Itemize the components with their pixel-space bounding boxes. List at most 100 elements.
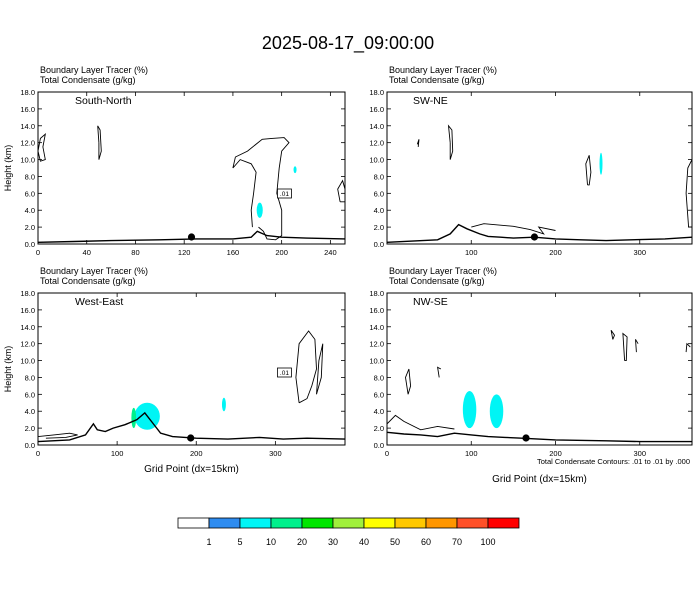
tracer-shading [131, 407, 137, 429]
y-tick-label: 2.0 [374, 223, 384, 232]
y-tick-label: 6.0 [25, 189, 35, 198]
colorbar-swatch [363, 517, 396, 529]
y-tick-label: 4.0 [374, 206, 384, 215]
plot-frame [386, 292, 693, 446]
x-tick-label: 0 [36, 449, 40, 458]
y-tick-label: 14.0 [20, 122, 35, 131]
contour-note: Total Condensate Contours: .01 to .01 by… [537, 457, 690, 466]
panel-sw-ne: 0.0 2.0 4.0 6.0 8.0 10.0 12.0 14.0 16.0 18.0 100 20… [369, 65, 693, 257]
panel-label: SW-NE [413, 95, 448, 107]
panel-subtitle: Total Condensate (g/kg) [389, 276, 485, 286]
y-tick-label: 18.0 [20, 289, 35, 298]
colorbar-label: 70 [452, 537, 462, 547]
plot-frame [37, 292, 346, 446]
panel-nw-se: 0.0 2.0 4.0 6.0 8.0 10.0 12.0 14.0 16.0 18.0 0 100 2… [369, 266, 693, 485]
tracer-shading [489, 394, 504, 429]
terrain-line [387, 223, 692, 243]
y-tick-label: 18.0 [369, 289, 384, 298]
colorbar-label: 20 [297, 537, 307, 547]
condensate-contour [232, 137, 290, 241]
x-tick-label: 200 [549, 248, 562, 257]
y-tick-label: 0.0 [25, 240, 35, 249]
x-tick-label: 200 [190, 449, 203, 458]
y-tick-label: 16.0 [369, 105, 384, 114]
panel-subtitle: Boundary Layer Tracer (%) [389, 266, 497, 276]
y-tick-label: 14.0 [20, 323, 35, 332]
y-tick-label: 12.0 [20, 139, 35, 148]
y-tick-label: 6.0 [374, 390, 384, 399]
panel-subtitle: Boundary Layer Tracer (%) [40, 266, 148, 276]
colorbar-label: 10 [266, 537, 276, 547]
contour-label-box [277, 188, 292, 199]
y-tick-label: 6.0 [25, 390, 35, 399]
y-tick-label: 12.0 [369, 340, 384, 349]
x-tick-label: 300 [634, 449, 647, 458]
condensate-contour [38, 133, 46, 162]
colorbar-swatch [425, 517, 458, 529]
x-tick-label: 300 [269, 449, 282, 458]
colorbar-swatch [394, 517, 427, 529]
tracer-shading [221, 397, 226, 412]
condensate-contour [316, 343, 324, 395]
x-tick-label: 0 [385, 449, 389, 458]
y-tick-label: 4.0 [25, 407, 35, 416]
panel-south-north: .01 0.0 2.0 4.0 6.0 8.0 10.0 12.0 14.0 16.0 18.0 0 4… [3, 65, 346, 257]
tracer-shading [256, 202, 263, 218]
condensate-contour [97, 125, 102, 160]
condensate-contour [610, 329, 616, 340]
x-tick-label: 100 [465, 449, 478, 458]
plot-frame [386, 91, 693, 245]
colorbar-swatch [456, 517, 489, 529]
plot-frame [37, 91, 346, 245]
y-tick-label: 8.0 [25, 373, 35, 382]
location-marker [530, 233, 539, 241]
terrain-line [38, 230, 345, 243]
y-tick-label: 16.0 [20, 306, 35, 315]
colorbar: 1 5 10 20 30 40 50 60 70 100 [177, 517, 520, 547]
condensate-contour [295, 330, 317, 404]
colorbar-swatch [301, 517, 334, 529]
y-tick-label: 14.0 [369, 323, 384, 332]
y-tick-label: 4.0 [374, 407, 384, 416]
x-tick-label: 100 [111, 449, 124, 458]
y-tick-label: 10.0 [20, 357, 35, 366]
colorbar-swatch [487, 517, 520, 529]
condensate-contour [685, 342, 691, 353]
plot-area: .01 [38, 125, 345, 243]
colorbar-label: 40 [359, 537, 369, 547]
panel-west-east: .01 0.0 2.0 4.0 6.0 8.0 10.0 12.0 14.0 16.0 18.0 0 1… [3, 266, 346, 475]
colorbar-swatch [270, 517, 303, 529]
y-tick-label: 10.0 [369, 156, 384, 165]
x-tick-label: 240 [324, 248, 337, 257]
panel-label: South-North [75, 95, 132, 107]
panel-subtitle: Total Condensate (g/kg) [40, 75, 136, 85]
plot-area [387, 124, 692, 243]
y-tick-label: 10.0 [369, 357, 384, 366]
y-tick-label: 6.0 [374, 189, 384, 198]
terrain-line [387, 431, 692, 443]
y-tick-label: 0.0 [374, 441, 384, 450]
tracer-shading [293, 166, 297, 174]
plot-area: .01 [38, 330, 345, 443]
x-axis-label: Grid Point (dx=15km) [492, 474, 587, 485]
y-axis-label: Height (km) [3, 145, 13, 192]
panel-label: West-East [75, 296, 123, 308]
panel-subtitle: Total Condensate (g/kg) [40, 276, 136, 286]
y-tick-label: 14.0 [369, 122, 384, 131]
colorbar-swatch [177, 517, 210, 529]
x-tick-label: 80 [131, 248, 139, 257]
condensate-contour [447, 124, 454, 160]
y-tick-label: 12.0 [369, 139, 384, 148]
colorbar-label: 5 [237, 537, 242, 547]
colorbar-label: 1 [206, 537, 211, 547]
location-marker [522, 434, 530, 442]
condensate-contour [405, 368, 412, 395]
y-tick-label: 2.0 [25, 424, 35, 433]
colorbar-label: 60 [421, 537, 431, 547]
condensate-contour [416, 139, 420, 147]
condensate-contour [622, 332, 628, 362]
panel-subtitle: Boundary Layer Tracer (%) [389, 65, 497, 75]
condensate-contour [585, 155, 592, 186]
panel-label: NW-SE [413, 296, 448, 308]
